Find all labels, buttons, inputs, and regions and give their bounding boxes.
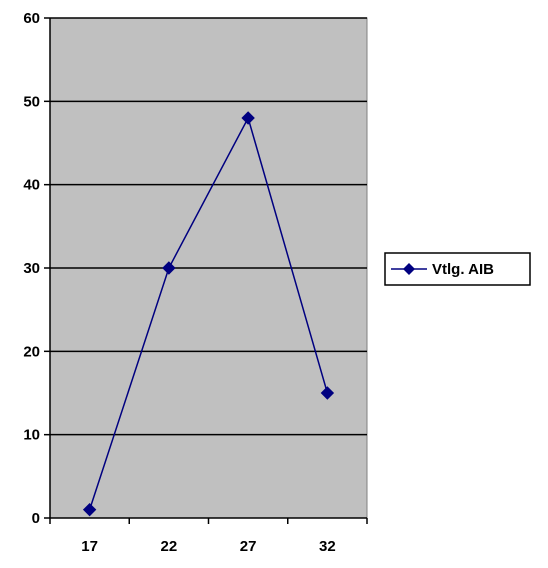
tick-label-y-20: 20 [23, 343, 40, 360]
data-point-32 [320, 386, 335, 400]
tick-label-y-60: 60 [23, 10, 40, 27]
tick-label-x-32: 32 [319, 538, 336, 555]
legend-box [384, 252, 531, 286]
legend: Vtlg. AIB [384, 252, 531, 286]
tick-label-y-10: 10 [23, 427, 40, 444]
tick-label-x-22: 22 [161, 538, 178, 555]
tick-label-y-40: 40 [23, 177, 40, 194]
data-point-22 [162, 261, 176, 275]
tick-label-y-50: 50 [23, 93, 40, 110]
legend-marker [403, 263, 415, 275]
series-line-0 [88, 116, 329, 510]
tick-label-y-0: 0 [32, 510, 40, 527]
tick-label-x-27: 27 [240, 538, 257, 555]
data-point-27 [241, 111, 255, 125]
data-point-17 [82, 502, 97, 517]
tick-label-y-30: 30 [23, 260, 40, 277]
legend-label: Vtlg. AIB [432, 261, 494, 278]
plot-area: 0 10 20 30 40 50 60 17 22 27 32 [23, 10, 368, 555]
tick-label-x-17: 17 [81, 538, 98, 555]
